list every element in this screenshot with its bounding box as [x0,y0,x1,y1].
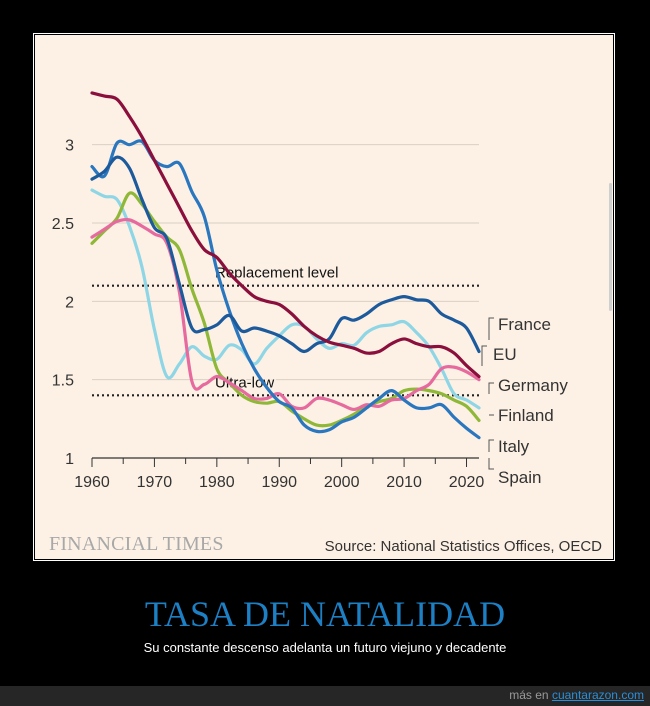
page-title: TASA DE NATALIDAD [144,594,506,634]
legend-label-italy: Italy [498,437,530,456]
legend-label-finland: Finland [498,406,554,425]
chart-frame [33,33,615,561]
series-line-france [90,155,481,354]
footer-text: más en cuantarazon.com [509,688,644,702]
series-line-finland [90,188,481,410]
chart-panel [35,35,613,559]
legend-label-france: France [498,315,551,334]
series-line-italy [90,217,481,412]
reference-line-label: Replacement level [215,265,338,282]
legend-connector [488,439,494,452]
y-tick-label: 2 [65,294,74,311]
x-tick-label: 1970 [137,474,173,491]
y-tick-label: 1 [65,451,74,468]
legend-label-eu: EU [493,345,517,364]
footer-link[interactable]: cuantarazon.com [551,688,644,702]
series-line-eu [90,91,481,379]
legend-label-germany: Germany [498,376,568,395]
legend-connector [481,345,487,366]
page-subtitle: Su constante descenso adelanta un futuro… [143,640,507,655]
y-tick-label: 1.5 [52,373,74,390]
legend-connector [488,317,494,340]
source-note: Source: National Statistics Offices, OEC… [324,538,602,555]
scrollbar[interactable] [609,183,612,311]
legend-connector [488,382,494,394]
x-tick-label: 2020 [449,474,485,491]
y-tick-label: 3 [65,138,74,155]
x-tick-label: 2000 [324,474,360,491]
footer-prefix: más en [509,688,549,702]
footer-bar: más en cuantarazon.com [0,686,650,706]
brand-logo: FINANCIAL TIMES [49,533,224,555]
legend-connector [488,458,494,470]
legend-label-spain: Spain [498,468,541,487]
y-tick-label: 2.5 [52,216,74,233]
x-tick-label: 2010 [386,474,422,491]
x-tick-label: 1990 [261,474,297,491]
x-tick-label: 1960 [74,474,110,491]
x-tick-label: 1980 [199,474,235,491]
series-line-spain [90,139,481,440]
